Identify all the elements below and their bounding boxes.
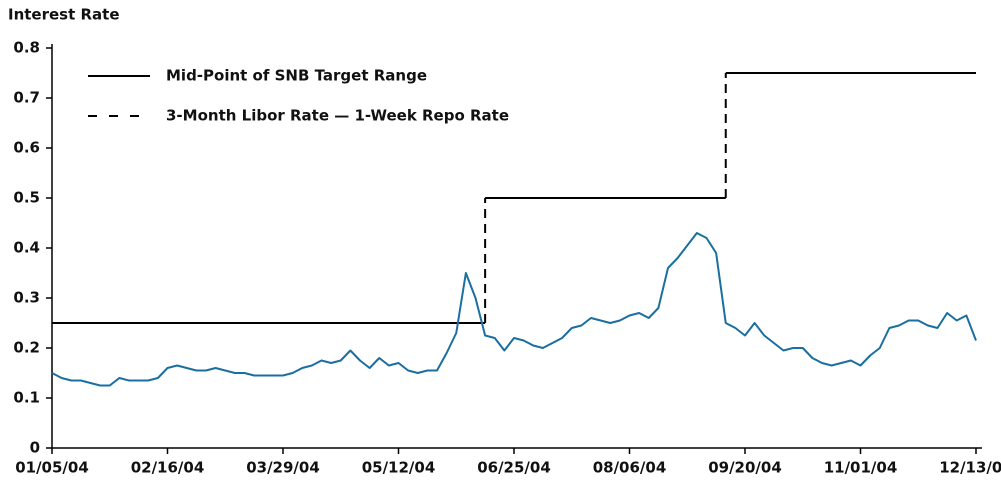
y-tick-label: 0.5: [13, 189, 40, 207]
series-line: [51, 232, 977, 387]
x-tick-label: 08/06/04: [593, 459, 667, 477]
y-tick-label: 0: [30, 439, 40, 457]
legend-label: 3-Month Libor Rate — 1-Week Repo Rate: [166, 107, 509, 125]
x-tick-label: 09/20/04: [708, 459, 782, 477]
y-tick-label: 0.7: [13, 89, 40, 107]
x-tick-label: 06/25/04: [477, 459, 551, 477]
x-tick-label: 02/16/04: [131, 459, 205, 477]
legend-label: Mid-Point of SNB Target Range: [166, 67, 427, 85]
y-tick-label: 0.3: [13, 289, 40, 307]
y-tick-label: 0.6: [13, 139, 40, 157]
x-tick-label: 01/05/04: [15, 459, 89, 477]
x-tick-label: 11/01/04: [824, 459, 898, 477]
x-tick-label: 03/29/04: [246, 459, 320, 477]
y-tick-label: 0.1: [13, 389, 40, 407]
series-line: [52, 72, 976, 324]
y-axis-label: Interest Rate: [8, 6, 120, 24]
y-tick-label: 0.2: [13, 339, 40, 357]
x-tick-label: 12/13/04: [939, 459, 1001, 477]
y-tick-label: 0.8: [13, 39, 40, 57]
y-tick-label: 0.4: [13, 239, 40, 257]
x-tick-label: 05/12/04: [362, 459, 436, 477]
